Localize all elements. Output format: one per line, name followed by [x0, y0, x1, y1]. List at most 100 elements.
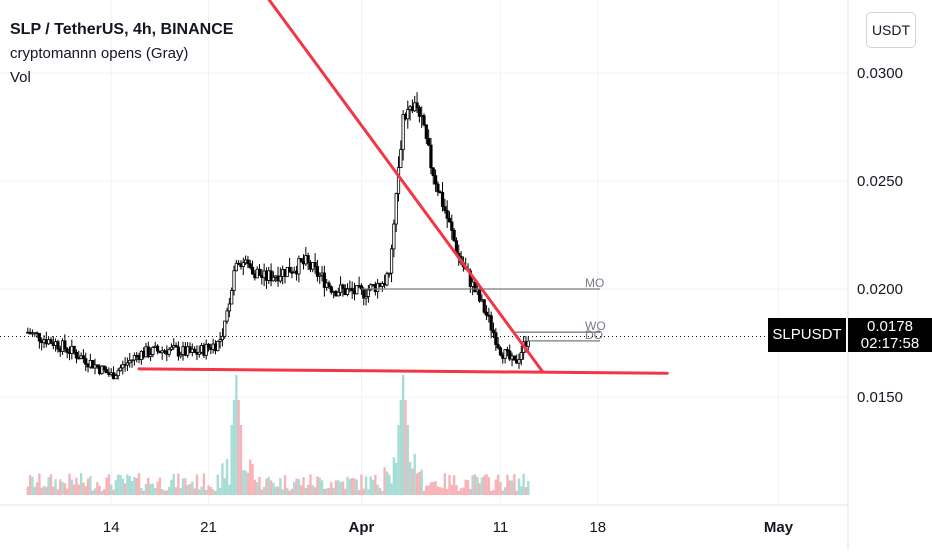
- candle-body: [341, 284, 345, 289]
- candle-body: [155, 345, 160, 352]
- volume-bar: [457, 490, 460, 495]
- candle-body: [306, 255, 310, 263]
- volume-bar: [142, 490, 145, 495]
- time-tick-label: 11: [493, 519, 509, 536]
- candle-body: [369, 284, 373, 291]
- volume-bar: [323, 488, 326, 495]
- candle-body: [65, 348, 69, 353]
- volume-bar: [371, 479, 375, 495]
- volume-bar: [408, 461, 412, 495]
- axes: 14 21 Apr 11 18 May 0.0300 0.0250 0.0200 0.0150: [0, 0, 903, 550]
- candle-body: [130, 359, 134, 362]
- volume-bar: [406, 425, 409, 495]
- candle-body: [496, 344, 500, 349]
- candle-body: [427, 137, 431, 146]
- candle-body: [491, 329, 496, 334]
- candle-body: [445, 210, 449, 219]
- volume-bar: [276, 486, 280, 495]
- volume-bar: [311, 485, 314, 495]
- volume-bar: [330, 482, 333, 495]
- volume-bar: [52, 486, 55, 495]
- volume-bar: [464, 479, 467, 495]
- candle-body: [193, 348, 197, 353]
- candle-body: [336, 291, 340, 297]
- trendlines[interactable]: [137, 0, 669, 375]
- time-tick-label: 18: [589, 519, 606, 536]
- candle-body: [246, 259, 250, 265]
- volume-bar: [119, 474, 122, 495]
- candle-body: [95, 364, 99, 368]
- symbol-title[interactable]: SLP / TetherUS, 4h, BINANCE: [10, 21, 234, 38]
- volume-bar: [110, 484, 113, 495]
- candle-body: [179, 354, 183, 357]
- volume-bar: [91, 490, 94, 495]
- volume-bar: [506, 474, 509, 495]
- volume-bar: [70, 479, 74, 495]
- volume-bar: [54, 479, 57, 495]
- volume-bar: [198, 489, 201, 495]
- volume-bar: [489, 490, 493, 495]
- volume-bar: [483, 475, 486, 495]
- volume-bar: [170, 479, 173, 495]
- volume-bar: [114, 480, 118, 495]
- volume-bar: [455, 485, 458, 495]
- candle-body: [37, 333, 41, 342]
- volume-bar: [35, 482, 39, 495]
- candle-body: [278, 275, 282, 282]
- volume-bar: [304, 487, 308, 495]
- volume-bar: [327, 488, 331, 495]
- volume-bar: [154, 488, 157, 495]
- candle-body: [313, 262, 317, 267]
- volume-bar: [63, 483, 67, 495]
- candle-body: [392, 223, 396, 250]
- volume-bar: [524, 487, 528, 495]
- volume-bar: [181, 478, 185, 495]
- volume-bar: [429, 482, 433, 495]
- price-tick-label: 0.0300: [857, 65, 903, 82]
- candle-body: [376, 283, 380, 292]
- volume-bar: [300, 485, 303, 495]
- volume-bar: [520, 486, 523, 495]
- volume-bar: [262, 486, 266, 495]
- candle-body: [508, 350, 512, 360]
- volume-bar: [258, 476, 261, 495]
- volume-bar: [255, 482, 259, 495]
- volume-bar: [466, 480, 470, 495]
- volume-bar: [325, 488, 328, 495]
- volume-bar: [269, 480, 273, 495]
- indicator-label-opens[interactable]: cryptomannn opens (Gray): [10, 45, 189, 62]
- volume-bar: [385, 471, 389, 495]
- volume-bar: [105, 477, 108, 495]
- volume-bar: [75, 477, 78, 495]
- volume-bar: [223, 478, 226, 495]
- candle-body: [415, 102, 419, 108]
- volume-bar: [103, 489, 106, 495]
- volume-bar: [297, 479, 301, 495]
- volume-bar: [397, 425, 400, 495]
- volume-bar: [388, 474, 391, 495]
- indicator-label-volume[interactable]: Vol: [10, 69, 31, 86]
- candle-body: [250, 267, 255, 275]
- candle-body: [350, 287, 354, 292]
- volume-bar: [151, 483, 155, 495]
- volume-bar: [144, 483, 148, 495]
- candle-body: [223, 320, 227, 337]
- candle-body: [116, 370, 120, 377]
- volume-bar: [378, 487, 382, 495]
- volume-bar: [267, 476, 270, 495]
- volume-bar: [77, 484, 80, 495]
- volume-bar: [344, 488, 347, 495]
- candle-body: [468, 270, 472, 287]
- volume-bar: [367, 489, 370, 495]
- candle-body: [257, 268, 262, 276]
- volume-bar: [195, 474, 199, 495]
- currency-unit-button[interactable]: USDT: [866, 12, 916, 48]
- volume-bar: [242, 469, 245, 495]
- candle-body: [440, 192, 445, 207]
- candle-body: [74, 351, 79, 359]
- volume-bar: [56, 489, 60, 495]
- candle-body: [232, 270, 236, 291]
